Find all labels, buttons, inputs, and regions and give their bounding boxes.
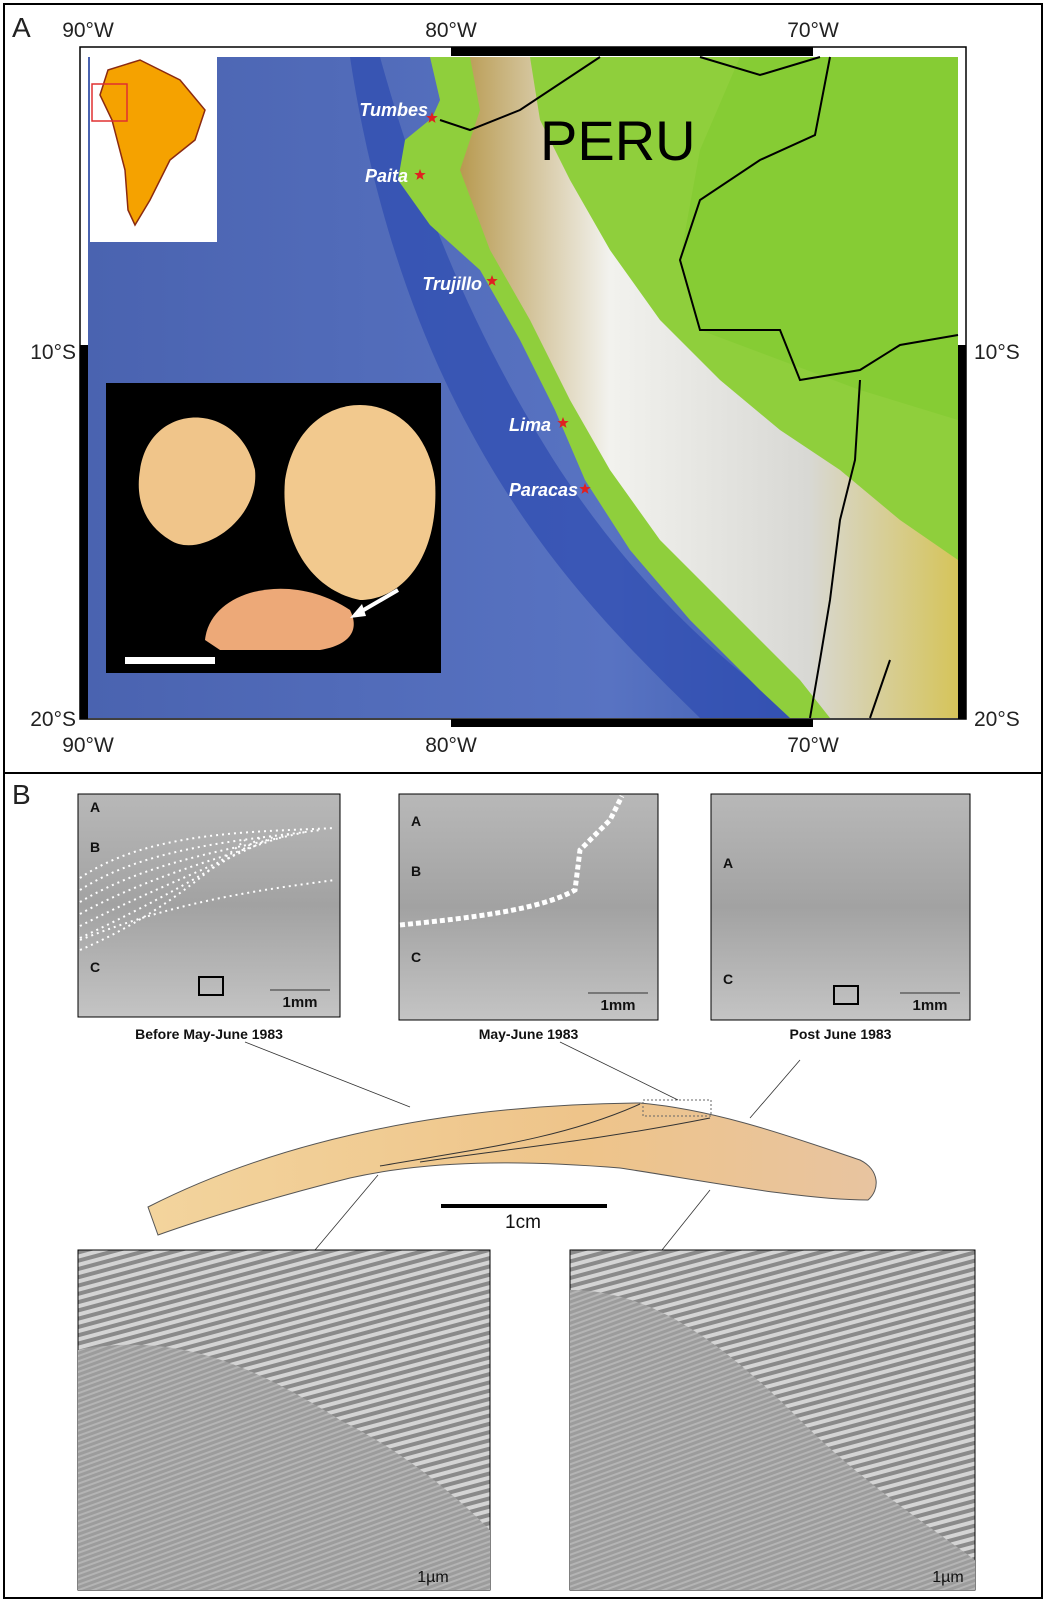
shell-section-part [560,1042,678,1100]
city-label: Paracas [509,480,578,500]
scale-label: 1cm [505,1212,541,1233]
scale-label: 1µm [932,1569,963,1586]
scale-label: 1mm [600,997,635,1014]
lat-label: 10°S [974,341,1020,364]
zone-label: A [723,855,733,871]
lon-label: 80°W [425,734,477,757]
shell-section-part [315,1175,378,1250]
zone-label: C [411,949,421,965]
caption: Post June 1983 [790,1026,892,1042]
scale-bar [125,657,215,664]
lon-label: 80°W [425,19,477,42]
map [88,57,958,718]
zone-label: B [90,839,100,855]
city-label: Lima [509,415,551,435]
city-label: Paita [365,166,408,186]
panel-label: A [12,12,31,43]
city-label: Tumbes [359,100,428,120]
country-label: PERU [540,109,696,172]
caption: Before May-June 1983 [135,1026,283,1042]
map-frame-part [80,345,88,719]
lat-label: 10°S [30,341,76,364]
sem-image [78,794,340,1017]
lat-label: 20°S [30,708,76,731]
shell-section-part [245,1042,410,1107]
micrograph [78,1250,490,1590]
zone-label: C [723,971,733,987]
sem-panels: A B C 1mm Before May-June 1983 A B C 1mm May-June… [78,794,970,1042]
scale-label: 1µm [417,1569,448,1586]
micrograph [570,1250,975,1590]
scale-label: 1mm [912,997,947,1014]
zone-label: C [90,959,100,975]
scale-label: 1mm [282,994,317,1011]
page: {"panel_a": {"label": "A", "lon_labels_t… [0,0,1046,1602]
lon-label: 70°W [787,19,839,42]
panel-label: B [12,779,31,810]
zone-label: A [90,799,100,815]
figure: Tumbes Paita Trujillo Lima Paracas A 90°W 80… [0,0,1046,1602]
city-label: Trujillo [422,274,482,294]
lon-label: 90°W [62,19,114,42]
caption: May-June 1983 [479,1026,579,1042]
zone-label: B [411,863,421,879]
lon-label: 70°W [787,734,839,757]
shell-section-part [662,1190,710,1250]
map-frame-part [451,47,813,56]
shell-section-part [750,1060,800,1118]
map-frame-part [451,719,813,727]
map-frame-part [958,345,966,719]
lon-label: 90°W [62,734,114,757]
lat-label: 20°S [974,708,1020,731]
zone-label: A [411,813,421,829]
